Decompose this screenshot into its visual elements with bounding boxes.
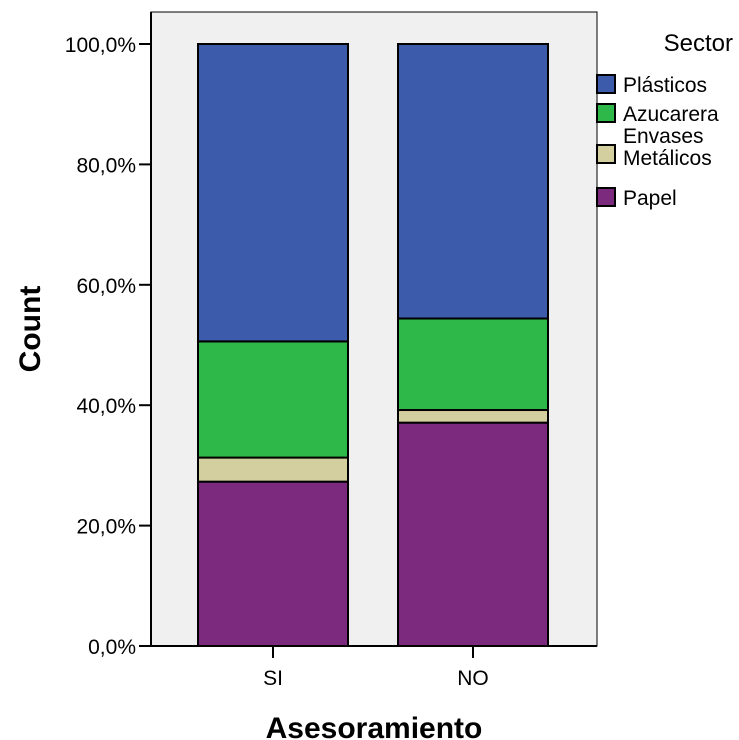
bar-segment-si-envases-metalicos [197, 456, 349, 483]
bar-segment-no-azucarera [397, 317, 549, 412]
legend-swatch-papel [596, 187, 616, 207]
x-tick-label-si: SI [263, 667, 283, 690]
y-tick-label: 40,0% [76, 395, 136, 418]
bar-segment-no-plasticos [397, 43, 549, 320]
bars-group [197, 43, 549, 647]
x-axis-title: Asesoramiento [266, 712, 483, 740]
x-axis: SI NO [151, 645, 597, 690]
legend-swatch-azucarera [596, 103, 616, 123]
y-axis-title: Count [14, 286, 47, 373]
bar-segment-no-envases-metalicos [397, 409, 549, 424]
y-tick-label: 100,0% [65, 34, 136, 57]
legend-swatch-plasticos [596, 74, 616, 94]
bar-segment-si-azucarera [197, 340, 349, 459]
legend-title: Sector [664, 30, 733, 57]
bar-segment-si-papel [197, 480, 349, 647]
legend-label-plasticos: Plásticos [623, 74, 707, 97]
y-tick-label: 20,0% [76, 516, 136, 539]
legend-label-envases-metalicos: Envases Metálicos [623, 125, 712, 170]
y-tick-label: 60,0% [76, 275, 136, 298]
y-axis: 0,0% 20,0% 40,0% 60,0% 80,0% 100,0% [65, 12, 152, 659]
y-tick-label: 80,0% [76, 154, 136, 177]
legend-swatch-envases-metalicos [596, 144, 616, 164]
y-tick-label: 0,0% [88, 636, 136, 659]
legend-label-azucarera: Azucarera [623, 103, 719, 126]
bar-segment-si-plasticos [197, 43, 349, 343]
bar-segment-no-papel [397, 421, 549, 647]
legend-label-papel: Papel [623, 187, 677, 210]
x-tick-label-no: NO [457, 667, 489, 690]
